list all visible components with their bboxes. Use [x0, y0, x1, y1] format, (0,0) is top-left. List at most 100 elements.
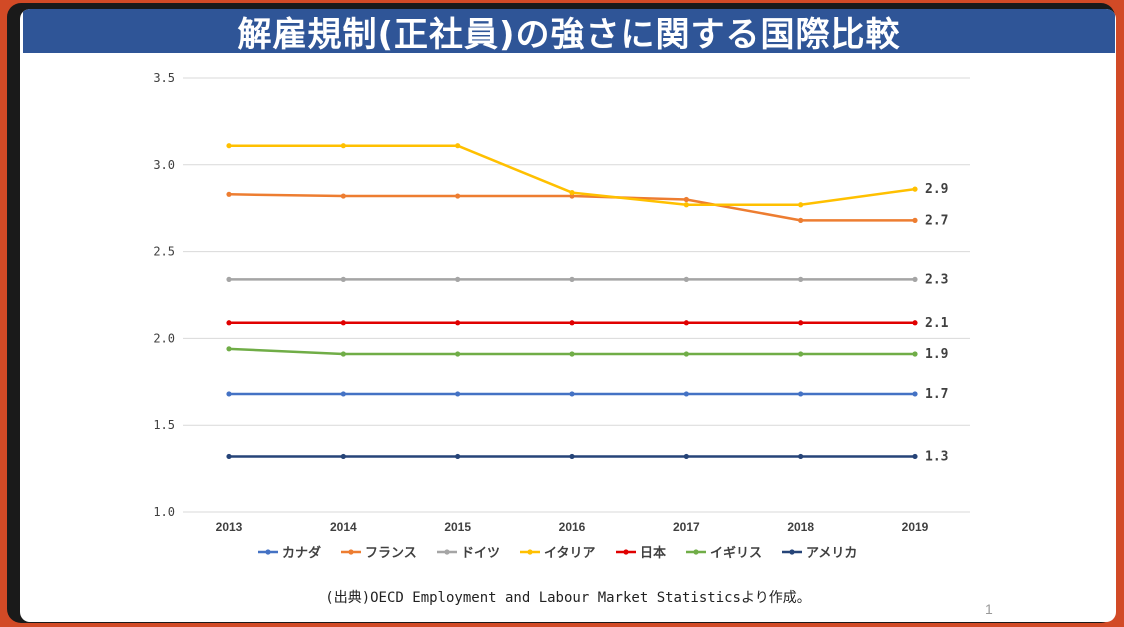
line-chart: 1.01.52.02.53.03.5 2013 2014 2015 2016 2017 2…	[153, 71, 970, 561]
data-point	[455, 391, 461, 397]
data-point	[912, 453, 918, 460]
data-point	[569, 391, 575, 397]
data-point	[683, 276, 689, 282]
legend-swatch-marker	[693, 549, 699, 555]
data-point	[569, 453, 575, 460]
x-tick-label: 2017	[673, 520, 700, 534]
chart-series	[226, 143, 918, 460]
data-point	[226, 276, 232, 282]
legend-label: カナダ	[282, 545, 321, 561]
x-tick-label: 2015	[444, 520, 471, 534]
data-point	[340, 193, 346, 199]
data-point	[683, 391, 689, 397]
legend-swatch-marker	[623, 549, 629, 555]
data-point	[455, 320, 461, 326]
slide: 解雇規制(正社員)の強さに関する国際比較 1.0 1.5 2.0 2.5 3.0 3.5 …	[20, 9, 1116, 622]
data-point	[798, 391, 804, 397]
data-point	[912, 217, 918, 223]
legend-item: フランス	[341, 546, 417, 561]
legend-swatch-marker	[265, 549, 271, 555]
data-point	[226, 391, 232, 397]
data-point	[912, 186, 918, 192]
end-value-label: 2.9	[925, 182, 948, 197]
slide-title: 解雇規制(正社員)の強さに関する国際比較	[237, 14, 901, 55]
chart-legend: カナダ フランス ドイツ イタリア 日本 イギリス アメリカ	[258, 545, 857, 561]
legend-swatch-marker	[789, 549, 795, 555]
data-point	[798, 276, 804, 282]
x-axis: 2013 2014 2015 2016 2017 2018 2019	[216, 520, 929, 534]
data-point	[226, 453, 232, 460]
legend-swatch-marker	[444, 549, 450, 555]
y-axis: 1.0 1.5 2.0 2.5 3.0 3.5	[153, 71, 175, 519]
y-tick-label: 3.0	[153, 158, 175, 172]
data-point	[683, 202, 689, 208]
x-tick-label: 2016	[559, 520, 586, 534]
title-bar: 解雇規制(正社員)の強さに関する国際比較	[23, 9, 1115, 55]
end-value-label: 2.1	[925, 316, 949, 331]
data-point	[226, 346, 232, 352]
data-point	[340, 391, 346, 397]
y-tick-label: 1.0	[153, 505, 175, 519]
data-point	[340, 320, 346, 326]
legend-label: イギリス	[710, 545, 762, 561]
page-number: 1	[985, 601, 993, 617]
data-point	[683, 320, 689, 326]
data-point	[569, 320, 575, 326]
data-point	[798, 320, 804, 326]
end-value-labels: 1.7 2.7 2.3 2.9 2.1 1.9 1.3	[925, 182, 949, 464]
x-tick-label: 2014	[330, 520, 357, 534]
data-point	[912, 391, 918, 397]
source-note: (出典)OECD Employment and Labour Market St…	[325, 590, 811, 606]
data-point	[455, 143, 461, 149]
data-point	[340, 276, 346, 282]
legend-item: イギリス	[686, 545, 762, 561]
slide-frame: 解雇規制(正社員)の強さに関する国際比較 1.0 1.5 2.0 2.5 3.0 3.5 …	[7, 3, 1116, 623]
legend-item: カナダ	[258, 545, 321, 561]
legend-item: アメリカ	[782, 546, 857, 561]
data-point	[455, 193, 461, 199]
data-point	[798, 351, 804, 357]
data-point	[340, 351, 346, 357]
y-tick-label: 1.5	[153, 418, 175, 432]
legend-item: 日本	[616, 545, 666, 561]
legend-swatch-marker	[527, 549, 533, 555]
end-value-label: 2.7	[925, 213, 948, 228]
end-value-label: 1.3	[925, 449, 948, 464]
data-point	[455, 276, 461, 282]
data-point	[683, 351, 689, 357]
data-point	[569, 276, 575, 282]
data-point	[455, 453, 461, 460]
data-point	[455, 351, 461, 357]
data-point	[226, 320, 232, 326]
data-point	[798, 202, 804, 208]
data-point	[912, 276, 918, 282]
y-tick-label: 3.5	[153, 71, 175, 85]
end-value-label: 1.7	[925, 387, 948, 402]
legend-item: イタリア	[520, 546, 595, 561]
data-point	[912, 320, 918, 326]
data-point	[226, 191, 232, 197]
y-tick-label: 2.0	[153, 331, 175, 345]
data-point	[912, 351, 918, 357]
data-point	[569, 189, 575, 196]
legend-label: 日本	[640, 545, 666, 561]
y-tick-label: 2.5	[153, 245, 175, 259]
chart-gridlines	[183, 77, 970, 513]
x-tick-label: 2019	[902, 520, 929, 534]
end-value-label: 2.3	[925, 272, 948, 287]
data-point	[798, 453, 804, 460]
end-value-label: 1.9	[925, 347, 948, 362]
legend-label: フランス	[365, 546, 417, 561]
legend-swatch-marker	[348, 549, 354, 555]
data-point	[683, 196, 689, 203]
data-point	[340, 143, 346, 149]
x-tick-label: 2013	[216, 520, 243, 534]
data-point	[798, 217, 804, 223]
data-point	[683, 453, 689, 460]
legend-label: アメリカ	[806, 546, 857, 561]
data-point	[226, 143, 232, 149]
x-tick-label: 2018	[787, 520, 814, 534]
legend-label: ドイツ	[461, 546, 500, 561]
legend-item: ドイツ	[437, 546, 500, 561]
legend-label: イタリア	[544, 546, 595, 561]
